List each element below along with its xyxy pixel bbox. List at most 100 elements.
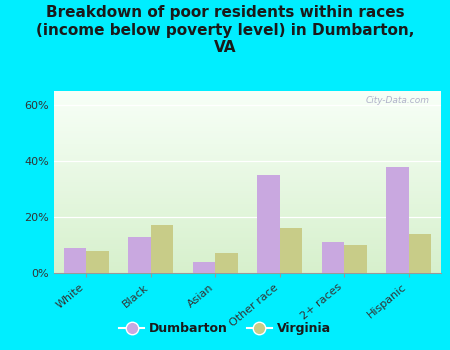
Bar xyxy=(54,238,441,240)
Bar xyxy=(54,233,441,235)
Bar xyxy=(54,167,441,169)
Bar xyxy=(54,220,441,222)
Bar xyxy=(54,208,441,209)
Legend: Dumbarton, Virginia: Dumbarton, Virginia xyxy=(114,317,336,340)
Bar xyxy=(322,242,344,273)
Bar xyxy=(54,104,441,106)
Bar xyxy=(54,202,441,204)
Bar xyxy=(54,118,441,120)
Bar xyxy=(54,226,441,228)
Bar xyxy=(54,131,441,133)
Bar xyxy=(54,215,441,217)
Bar xyxy=(54,266,441,267)
Bar xyxy=(54,147,441,149)
Bar xyxy=(54,151,441,153)
Bar xyxy=(54,271,441,273)
Bar xyxy=(54,140,441,142)
Bar xyxy=(54,129,441,131)
Bar xyxy=(54,209,441,211)
Bar xyxy=(257,175,280,273)
Bar xyxy=(54,155,441,156)
Bar xyxy=(54,198,441,200)
Bar xyxy=(54,127,441,129)
Bar xyxy=(54,218,441,220)
Bar xyxy=(54,153,441,155)
Bar xyxy=(54,142,441,144)
Bar xyxy=(64,248,86,273)
Bar xyxy=(128,237,151,273)
Bar xyxy=(54,206,441,208)
Bar xyxy=(54,106,441,107)
Bar xyxy=(54,171,441,173)
Bar xyxy=(86,251,109,273)
Bar xyxy=(54,182,441,184)
Bar xyxy=(54,253,441,255)
Bar xyxy=(54,184,441,186)
Bar xyxy=(54,260,441,262)
Bar xyxy=(54,113,441,115)
Bar xyxy=(54,136,441,138)
Bar xyxy=(54,228,441,229)
Bar xyxy=(54,246,441,247)
Bar xyxy=(54,176,441,178)
Bar xyxy=(344,245,367,273)
Bar xyxy=(54,191,441,193)
Bar xyxy=(54,146,441,147)
Bar xyxy=(54,169,441,171)
Bar xyxy=(54,111,441,113)
Bar xyxy=(54,257,441,258)
Bar xyxy=(54,189,441,191)
Bar xyxy=(54,160,441,162)
Bar xyxy=(54,186,441,188)
Bar xyxy=(54,162,441,164)
Bar xyxy=(54,100,441,102)
Bar xyxy=(54,262,441,264)
Bar xyxy=(54,156,441,158)
Bar xyxy=(54,115,441,117)
Bar xyxy=(54,138,441,140)
Bar xyxy=(151,225,173,273)
Bar xyxy=(54,231,441,233)
Bar xyxy=(54,124,441,126)
Bar xyxy=(54,117,441,118)
Bar xyxy=(54,222,441,224)
Bar xyxy=(54,97,441,98)
Bar xyxy=(386,167,409,273)
Bar xyxy=(54,175,441,176)
Bar xyxy=(54,173,441,175)
Bar xyxy=(54,237,441,238)
Text: Breakdown of poor residents within races
(income below poverty level) in Dumbart: Breakdown of poor residents within races… xyxy=(36,5,414,55)
Bar xyxy=(54,270,441,271)
Bar xyxy=(54,242,441,244)
Bar xyxy=(54,235,441,237)
Bar xyxy=(409,234,431,273)
Bar xyxy=(54,240,441,242)
Bar xyxy=(54,166,441,167)
Bar xyxy=(54,164,441,166)
Bar xyxy=(54,133,441,135)
Text: City-Data.com: City-Data.com xyxy=(365,97,429,105)
Bar xyxy=(54,149,441,151)
Bar xyxy=(54,229,441,231)
Bar xyxy=(54,188,441,189)
Bar xyxy=(54,193,441,195)
Bar xyxy=(54,195,441,197)
Bar xyxy=(54,244,441,246)
Bar xyxy=(280,228,302,273)
Bar xyxy=(54,107,441,109)
Bar xyxy=(54,109,441,111)
Bar xyxy=(54,120,441,122)
Bar xyxy=(54,211,441,213)
Bar xyxy=(54,224,441,226)
Bar xyxy=(54,102,441,104)
Bar xyxy=(193,262,215,273)
Bar xyxy=(54,267,441,270)
Bar xyxy=(54,126,441,127)
Bar xyxy=(54,217,441,218)
Bar xyxy=(54,91,441,93)
Bar xyxy=(54,122,441,124)
Bar xyxy=(54,158,441,160)
Bar xyxy=(54,197,441,198)
Bar xyxy=(54,94,441,97)
Bar xyxy=(54,264,441,266)
